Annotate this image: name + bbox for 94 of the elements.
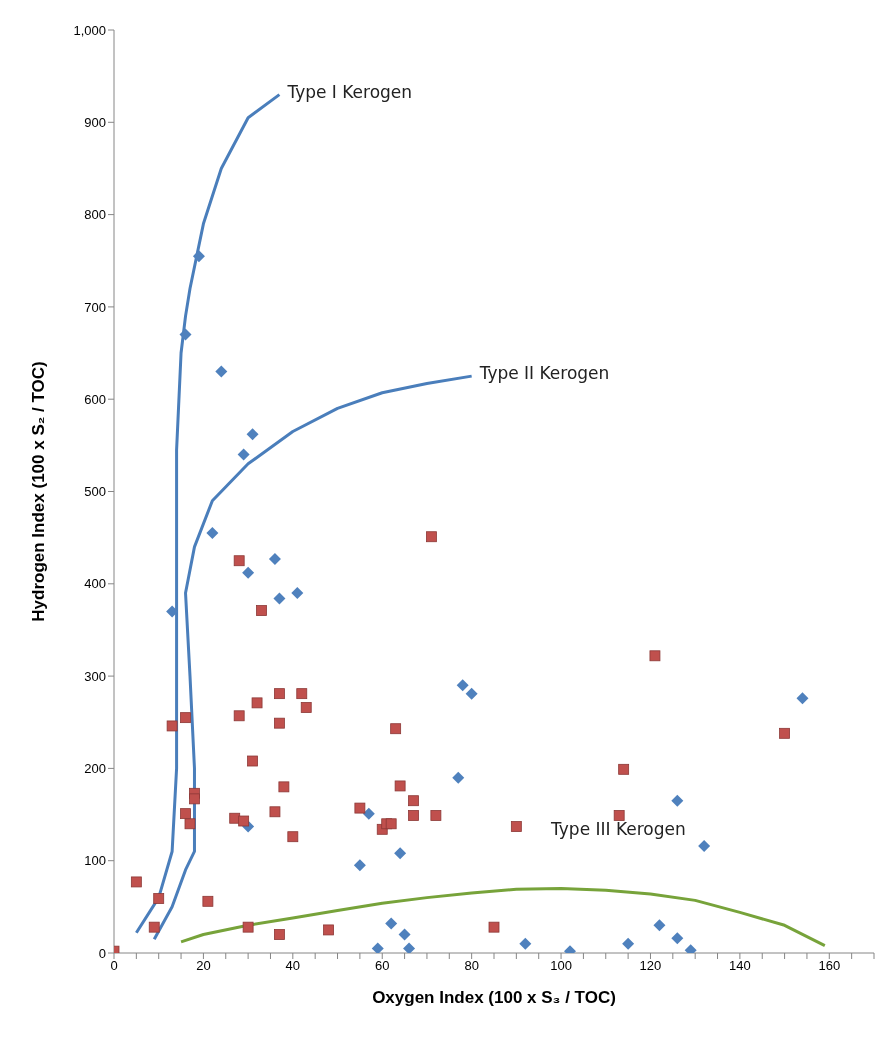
point [452, 771, 465, 784]
point [371, 942, 384, 953]
y-tick-label: 700 [84, 299, 106, 315]
x-tick-label: 40 [285, 958, 301, 974]
y-tick-label: 500 [84, 484, 106, 500]
point [796, 692, 809, 705]
y-tick-label: 200 [84, 761, 106, 777]
point [180, 712, 191, 724]
point [130, 876, 142, 888]
point [394, 780, 406, 792]
point [698, 839, 711, 852]
point [362, 807, 375, 820]
point [613, 810, 625, 821]
point [192, 250, 205, 263]
point [390, 723, 402, 735]
point [398, 928, 411, 941]
point [287, 831, 299, 843]
series-label: Type II Kerogen [478, 363, 610, 384]
point [649, 650, 661, 662]
x-tick-label: 160 [818, 958, 841, 974]
point [296, 688, 308, 700]
point [179, 328, 192, 341]
point [488, 921, 500, 933]
point [408, 795, 419, 807]
point [403, 942, 416, 953]
point [148, 921, 160, 933]
line-series [179, 886, 827, 948]
point [189, 793, 200, 805]
x-tick-label: 120 [639, 958, 662, 974]
point [291, 587, 304, 600]
point [408, 810, 419, 821]
y-tick-label: 300 [84, 668, 106, 684]
point [465, 687, 478, 700]
y-tick-label: 800 [84, 207, 106, 223]
point [180, 808, 191, 820]
point [278, 781, 290, 793]
point [242, 921, 254, 933]
x-tick-label: 0 [110, 958, 118, 974]
y-tick-label: 100 [84, 853, 106, 869]
point [166, 720, 178, 732]
x-tick-label: 20 [196, 958, 211, 974]
line-series [152, 374, 474, 941]
point [426, 531, 437, 543]
point [430, 810, 442, 821]
y-tick-label: 600 [84, 391, 106, 407]
point [238, 815, 250, 827]
point [247, 755, 258, 767]
point [269, 806, 281, 818]
point [273, 592, 286, 605]
point [274, 717, 285, 729]
point [206, 527, 219, 540]
y-tick-label: 900 [84, 114, 106, 130]
point [323, 924, 334, 936]
point [300, 702, 312, 713]
point [233, 555, 245, 567]
point [274, 688, 285, 700]
point [622, 937, 635, 950]
point [779, 727, 790, 739]
point [510, 821, 522, 832]
y-tick-label: 400 [84, 576, 106, 592]
point [618, 763, 630, 775]
point [385, 818, 397, 830]
point [256, 605, 267, 616]
series-label: Type I Kerogen [286, 81, 413, 102]
point [671, 794, 684, 807]
y-axis-title: Hydrogen Index (100 x S₂ / TOC) [29, 361, 49, 622]
point [353, 859, 366, 872]
point [246, 428, 259, 441]
x-tick-label: 100 [550, 958, 572, 974]
point [215, 365, 228, 378]
y-tick-label: 1,000 [73, 22, 106, 38]
point [385, 917, 398, 930]
x-axis-title: Oxygen Index (100 x S₃ / TOC) [372, 988, 616, 1007]
point [671, 932, 684, 945]
text: Type III Kerogen [550, 819, 686, 840]
line-series [134, 93, 281, 935]
point [653, 919, 666, 932]
x-tick-label: 140 [729, 958, 751, 974]
x-tick-label: 80 [464, 958, 479, 974]
point [233, 710, 245, 722]
point [274, 929, 285, 940]
point [268, 552, 281, 565]
point [394, 847, 407, 860]
point [354, 802, 366, 814]
point [202, 895, 214, 907]
point [184, 818, 196, 830]
x-tick-label: 60 [375, 958, 390, 974]
y-tick-label: 0 [98, 945, 106, 961]
point [251, 697, 263, 709]
point [237, 448, 250, 461]
point [456, 679, 469, 692]
point [519, 937, 532, 950]
point [242, 566, 255, 579]
point [153, 893, 165, 904]
